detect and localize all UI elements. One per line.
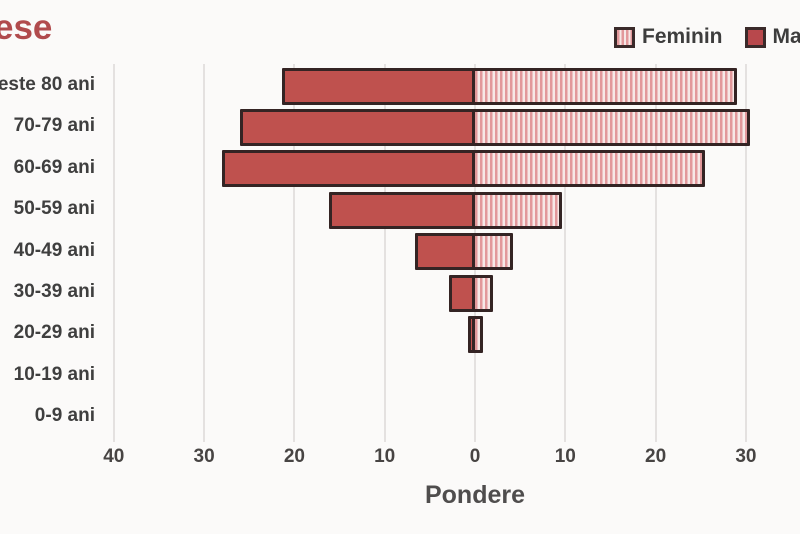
y-axis-label: 50-59 ani [13,198,95,220]
x-axis-title: Pondere [424,481,526,509]
x-tick-label: 10 [554,446,576,467]
x-tick-label: 30 [193,446,215,467]
gridline [744,64,747,442]
male-bar [222,150,475,188]
male-bar [281,67,475,105]
y-axis-label: 30-39 ani [13,281,95,302]
y-axis-label: 60-69 ani [13,156,95,178]
male-bar [328,191,475,229]
gridline [383,64,386,442]
x-tick-label: 40 [103,446,125,467]
female-bar [472,233,513,271]
male-bar [240,108,475,146]
gridline [203,64,206,442]
gridline [564,64,567,442]
male-bar [415,233,475,271]
x-tick-label: 20 [645,446,667,467]
y-axis-label: 70-79 ani [13,115,95,137]
x-tick-label: 20 [283,446,305,467]
gridline [654,64,657,442]
masculin-swatch-icon [744,26,766,48]
y-axis-label: 40-49 ani [13,239,95,261]
female-bar [472,108,751,146]
female-bar [472,67,737,105]
y-axis-label: 0-9 ani [34,405,95,427]
y-axis-label: peste 80 ani [0,74,95,95]
legend-item-feminin: Feminin [614,25,723,49]
feminin-swatch-icon [614,26,635,48]
legend-label-feminin: Feminin [642,25,723,48]
y-axis-label: 20-29 ani [13,322,95,344]
female-bar [472,191,562,229]
female-bar [472,150,706,188]
gridline [293,64,296,442]
gridline [112,64,115,442]
x-tick-label: 0 [469,446,481,467]
legend: Feminin Masculin [614,25,800,49]
y-axis-label: 10-19 ani [13,363,95,385]
female-bar [472,274,494,312]
female-bar [472,315,484,353]
legend-item-masculin: Masculin [744,25,800,49]
x-tick-label: 30 [735,446,757,467]
chart-title-partial: ese [0,8,53,47]
legend-label-masculin: Masculin [772,25,800,48]
x-tick-label: 10 [374,446,396,467]
